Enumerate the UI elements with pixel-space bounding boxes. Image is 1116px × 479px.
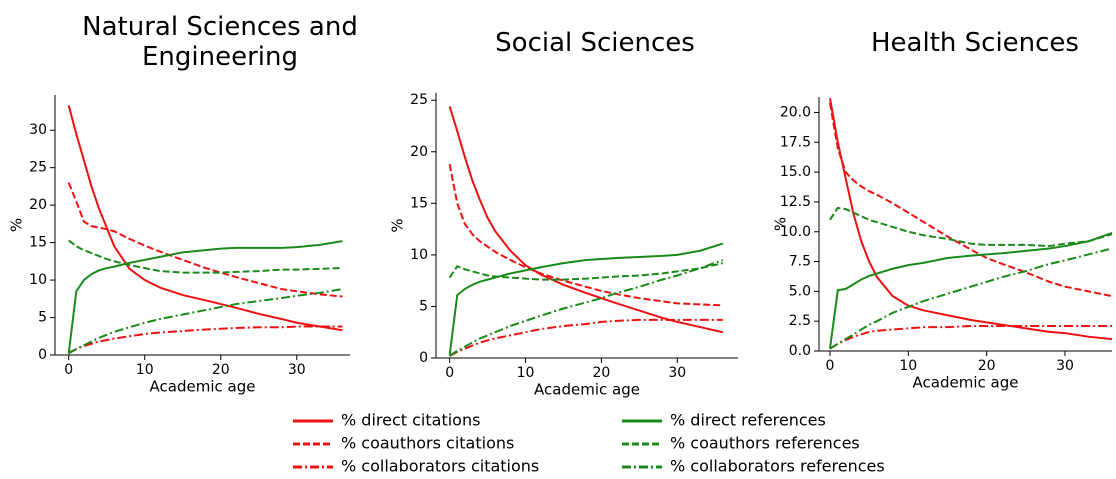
series-line (448, 163, 723, 307)
y-axis-label: % (389, 218, 407, 232)
series-line (829, 324, 1112, 350)
y-tick-label: 10 (410, 247, 428, 263)
y-tick-label: 2.5 (789, 313, 811, 329)
series-line (67, 105, 343, 332)
series-line (828, 231, 1113, 349)
x-tick-label: 30 (1056, 358, 1074, 374)
x-tick-label: 20 (212, 362, 230, 378)
series-line (449, 318, 723, 357)
y-tick-label: 25 (410, 92, 428, 108)
chart-title: Health Sciences (871, 28, 1079, 58)
legend-label: % collaborators citations (341, 457, 539, 476)
y-tick-label: 10.0 (780, 224, 811, 240)
x-tick-label: 30 (288, 362, 306, 378)
x-tick-label: 0 (826, 358, 835, 374)
y-tick-label: 15 (410, 195, 428, 211)
x-axis-label: Academic age (150, 378, 256, 396)
y-tick-label: 0.0 (789, 343, 811, 359)
series-line (829, 247, 1113, 350)
y-axis-label: % (772, 217, 790, 231)
series-line (68, 325, 343, 354)
y-tick-label: 20 (410, 144, 428, 160)
y-tick-label: 5 (419, 298, 428, 314)
x-tick-label: 20 (593, 365, 611, 381)
legend-label: % coauthors citations (341, 434, 514, 453)
series-line (448, 242, 724, 356)
chart-title: Natural Sciences and Engineering (82, 12, 358, 72)
legend-label: % direct citations (341, 411, 480, 430)
y-tick-label: 15 (29, 235, 47, 251)
series-line (449, 259, 724, 357)
series-line (68, 239, 343, 274)
x-tick-label: 10 (136, 362, 154, 378)
y-tick-label: 7.5 (789, 254, 811, 270)
series-line (829, 206, 1113, 248)
series-line (828, 102, 1113, 298)
x-tick-label: 0 (445, 365, 454, 381)
series-line (67, 182, 343, 298)
y-tick-label: 5.0 (789, 283, 811, 299)
legend-label: % coauthors references (670, 434, 860, 453)
x-tick-label: 10 (517, 365, 535, 381)
y-tick-label: 15.0 (780, 164, 811, 180)
series-line (67, 240, 343, 354)
x-axis-label: Academic age (534, 381, 640, 399)
x-tick-label: 10 (899, 358, 917, 374)
y-tick-label: 25 (29, 160, 47, 176)
series-line (68, 288, 343, 355)
y-tick-label: 5 (38, 310, 47, 326)
y-tick-label: 12.5 (780, 194, 811, 210)
y-tick-label: 17.5 (780, 134, 811, 150)
y-tick-label: 20 (29, 197, 47, 213)
x-tick-label: 30 (668, 365, 686, 381)
y-tick-label: 20.0 (780, 105, 811, 121)
x-axis-label: Academic age (913, 374, 1019, 392)
y-tick-label: 0 (419, 350, 428, 366)
y-tick-label: 30 (29, 122, 47, 138)
y-tick-label: 10 (29, 272, 47, 288)
series-line (448, 106, 724, 334)
y-axis-label: % (8, 218, 26, 232)
y-tick-label: 0 (38, 347, 47, 363)
legend-label: % direct references (670, 411, 826, 430)
series-line (448, 262, 724, 281)
legend-label: % collaborators references (670, 457, 885, 476)
series-line (828, 98, 1113, 341)
x-tick-label: 0 (64, 362, 73, 378)
x-tick-label: 20 (978, 358, 996, 374)
chart-title: Social Sciences (495, 28, 695, 58)
